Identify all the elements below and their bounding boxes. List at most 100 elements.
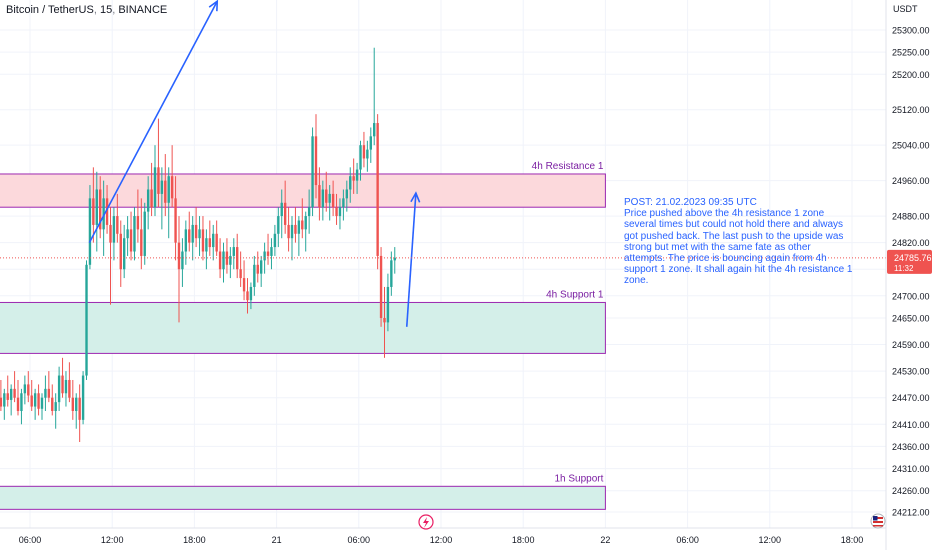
candle-body <box>239 269 242 279</box>
candle-body <box>71 397 75 411</box>
candle-body <box>335 207 338 217</box>
candle-body <box>242 278 246 292</box>
candle <box>222 242 225 283</box>
x-tick-label: 21 <box>272 535 282 545</box>
y-tick-label: 24410.00 <box>892 420 930 430</box>
candle-body <box>75 397 78 411</box>
annotation-note[interactable]: POST: 21.02.2023 09:35 UTC Price pushed … <box>624 197 854 287</box>
x-tick-label: 12:00 <box>101 535 124 545</box>
candle <box>75 393 78 429</box>
candle-body <box>81 375 85 420</box>
candle-body <box>143 211 146 256</box>
candle-body <box>294 224 297 234</box>
candle <box>153 145 157 217</box>
candle <box>133 207 136 261</box>
candle-body <box>0 397 3 407</box>
flash-icon <box>418 514 434 530</box>
candle-body <box>184 229 188 252</box>
candle <box>212 224 215 261</box>
candle-body <box>78 397 81 420</box>
candle-body <box>390 260 393 287</box>
candle-body <box>153 167 157 208</box>
candle <box>338 198 342 230</box>
candle-body <box>338 207 342 217</box>
candle <box>294 207 297 243</box>
candle-body <box>85 264 88 376</box>
candle <box>167 167 170 239</box>
candle <box>102 180 105 256</box>
candle-body <box>133 216 136 252</box>
candle-body <box>201 229 205 252</box>
candle-body <box>30 395 33 407</box>
candle <box>256 251 259 283</box>
price-axis-unit: USDT <box>893 4 918 14</box>
candle <box>359 140 362 181</box>
candle <box>379 247 383 327</box>
candle <box>3 388 6 420</box>
candle <box>307 189 311 234</box>
candle <box>259 255 263 287</box>
candle-body <box>318 185 321 208</box>
candle <box>33 388 37 420</box>
candle <box>253 255 256 296</box>
candle <box>321 180 325 221</box>
candle <box>157 118 160 208</box>
y-tick-label: 25120.00 <box>892 105 930 115</box>
candle-body <box>246 291 249 301</box>
candle <box>383 286 386 358</box>
candle-body <box>283 202 287 225</box>
candle <box>30 379 33 411</box>
candle <box>57 366 61 411</box>
candle-body <box>95 189 98 225</box>
candle <box>270 238 273 270</box>
candle <box>37 384 40 416</box>
candle-body <box>277 216 280 234</box>
candle-body <box>112 216 116 243</box>
last-price-value: 24785.76 <box>894 253 932 263</box>
candle <box>68 362 71 403</box>
x-tick-label: 18:00 <box>512 535 535 545</box>
candle <box>146 176 150 230</box>
candle-body <box>297 220 301 234</box>
zone-rect <box>0 301 606 354</box>
candle-body <box>68 379 71 398</box>
x-tick-label: 18:00 <box>841 535 864 545</box>
arrow-layer <box>88 0 421 327</box>
candle <box>181 238 184 287</box>
candle-body <box>37 393 40 409</box>
candle <box>194 207 198 248</box>
exchange-label: BINANCE <box>118 4 168 16</box>
symbol-title[interactable]: Bitcoin / TetherUS, 15, BINANCE <box>6 4 168 16</box>
candle-layer <box>0 47 396 443</box>
flag-stripe <box>873 525 883 527</box>
candle <box>287 207 290 252</box>
trend-arrow-line <box>88 0 218 244</box>
candle-body <box>122 238 126 270</box>
candle-body <box>345 189 349 199</box>
candle <box>273 224 277 256</box>
candle <box>177 216 181 323</box>
x-tick-label: 22 <box>600 535 610 545</box>
y-tick-label: 24310.00 <box>892 464 930 474</box>
candle-body <box>116 216 119 234</box>
candle-body <box>102 198 105 230</box>
candle-body <box>61 375 64 394</box>
candle-body <box>194 224 198 239</box>
candle-body <box>64 379 68 394</box>
candle <box>208 220 212 256</box>
candle-body <box>393 257 396 261</box>
y-tick-label: 25040.00 <box>892 141 930 151</box>
candle <box>369 127 372 163</box>
y-tick-label: 24212.00 <box>892 508 930 518</box>
candle-body <box>33 393 37 407</box>
candle <box>143 202 146 265</box>
candle-body <box>181 251 184 270</box>
candle-body <box>379 255 383 318</box>
candle-body <box>146 189 150 212</box>
flag-canton <box>873 516 878 521</box>
y-tick-label: 24470.00 <box>892 393 930 403</box>
x-tick-label: 06:00 <box>676 535 699 545</box>
y-tick-label: 24880.00 <box>892 212 930 222</box>
